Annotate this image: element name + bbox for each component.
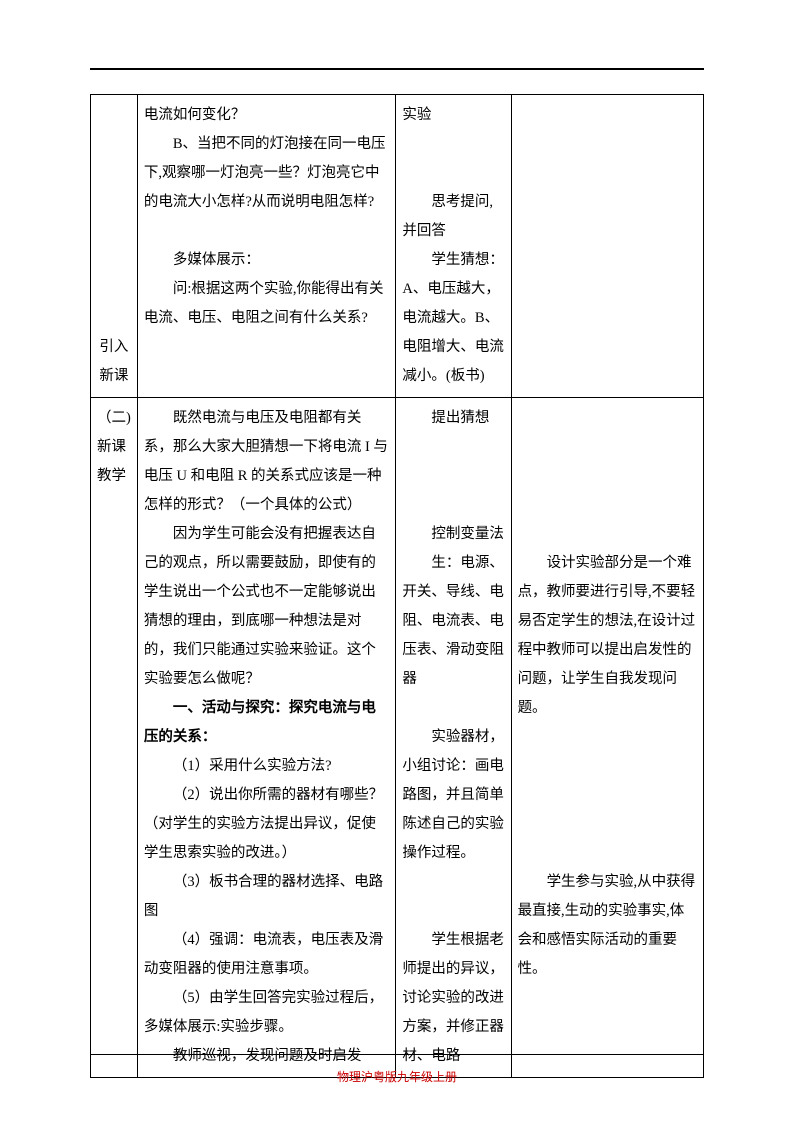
text-block: 提出猜想 xyxy=(402,404,504,433)
footer-text: 物理沪粤版九年级上册 xyxy=(337,1070,457,1084)
text-block xyxy=(518,810,697,839)
text-block: （1）采用什么实验方法? xyxy=(144,752,390,781)
page-footer: 物理沪粤版九年级上册 xyxy=(0,1068,794,1085)
text-block: 实验 xyxy=(402,101,504,130)
text-block: （2）说出你所需的器材有哪些？ （对学生的实验方法提出异议，促使学生思索实验的改… xyxy=(144,781,390,868)
text-block xyxy=(402,159,504,188)
text-block xyxy=(518,781,697,810)
text-block: 生：电源、开关、导线、电阻、电流表、电压表、滑动变阻器 xyxy=(402,549,504,694)
text-block xyxy=(518,404,697,433)
text-block: 学生猜想：A、电压越大，电流越大。B、电阻增大、电流减小。(板书) xyxy=(402,246,504,391)
text-block xyxy=(518,520,697,549)
text-block xyxy=(402,897,504,926)
text-block xyxy=(518,433,697,462)
teacher-activity-cell: 电流如何变化？ B、当把不同的灯泡接在同一电压下,观察哪一灯泡亮一些？灯泡亮它中… xyxy=(137,95,396,398)
text-block: （4）强调：电流表，电压表及滑动变阻器的使用注意事项。 xyxy=(144,926,390,984)
text-block: 一、活动与探究：探究电流与电压的关系： xyxy=(144,694,390,752)
text-block: 教师巡视，发现问题及时启发 xyxy=(144,1042,390,1071)
text-block: 电流如何变化？ xyxy=(144,101,390,130)
notes-cell xyxy=(511,95,703,398)
text-block xyxy=(402,433,504,462)
table-row: （二)新课教学 既然电流与电压及电阻都有关系，那么大家大胆猜想一下将电流 I 与… xyxy=(91,398,704,1078)
text-block: 思考提问,并回答 xyxy=(402,188,504,246)
student-activity-cell: 实验 思考提问,并回答 学生猜想：A、电压越大，电流越大。B、电阻增大、电流减小… xyxy=(396,95,511,398)
text-block: 因为学生可能会没有把握表达自己的观点，所以需要鼓励，即使有的学生说出一个公式也不… xyxy=(144,520,390,694)
text-block xyxy=(402,694,504,723)
text-block: （5）由学生回答完实验过程后，多媒体展示:实验步骤。 xyxy=(144,984,390,1042)
text-block xyxy=(518,839,697,868)
text-block xyxy=(402,130,504,159)
student-activity-cell: 提出猜想 控制变量法 生：电源、开关、导线、电阻、电流表、电压表、滑动变阻器 实… xyxy=(396,398,511,1078)
text-block: 控制变量法 xyxy=(402,520,504,549)
text-block xyxy=(402,868,504,897)
lesson-plan-table: 引入新课 电流如何变化？ B、当把不同的灯泡接在同一电压下,观察哪一灯泡亮一些？… xyxy=(90,94,704,1078)
text-block xyxy=(518,723,697,752)
teacher-activity-cell: 既然电流与电压及电阻都有关系，那么大家大胆猜想一下将电流 I 与电压 U 和电阻… xyxy=(137,398,396,1078)
text-block xyxy=(402,462,504,491)
section-label-cell: （二)新课教学 xyxy=(91,398,138,1078)
text-block xyxy=(518,752,697,781)
text-block xyxy=(518,491,697,520)
text-block: 设计实验部分是一个难点，教师要进行引导,不要轻易否定学生的想法,在设计过程中教师… xyxy=(518,549,697,723)
text-block: B、当把不同的灯泡接在同一电压下,观察哪一灯泡亮一些？灯泡亮它中的电流大小怎样?… xyxy=(144,130,390,217)
text-block: 既然电流与电压及电阻都有关系，那么大家大胆猜想一下将电流 I 与电压 U 和电阻… xyxy=(144,404,390,520)
section-label: 引入新课 xyxy=(97,304,131,391)
footer-line xyxy=(90,1054,704,1056)
text-block: 学生参与实验,从中获得最直接,生动的实验事实,体会和感悟实际活动的重要性。 xyxy=(518,868,697,984)
section-label-cell: 引入新课 xyxy=(91,95,138,398)
header-line xyxy=(90,68,704,70)
text-block: 学生根据老师提出的异议，讨论实验的改进方案，并修正器材、电路 xyxy=(402,926,504,1071)
text-block xyxy=(144,217,390,246)
text-block: 实验器材，小组讨论：画电路图，并且简单陈述自己的实验操作过程。 xyxy=(402,723,504,868)
text-block: 问:根据这两个实验,你能得出有关电流、电压、电阻之间有什么关系? xyxy=(144,275,390,333)
section-label: （二)新课教学 xyxy=(97,404,131,491)
notes-cell: 设计实验部分是一个难点，教师要进行引导,不要轻易否定学生的想法,在设计过程中教师… xyxy=(511,398,703,1078)
text-block: （3）板书合理的器材选择、电路图 xyxy=(144,868,390,926)
text-block xyxy=(518,462,697,491)
text-block: 多媒体展示： xyxy=(144,246,390,275)
text-block xyxy=(402,491,504,520)
table-row: 引入新课 电流如何变化？ B、当把不同的灯泡接在同一电压下,观察哪一灯泡亮一些？… xyxy=(91,95,704,398)
